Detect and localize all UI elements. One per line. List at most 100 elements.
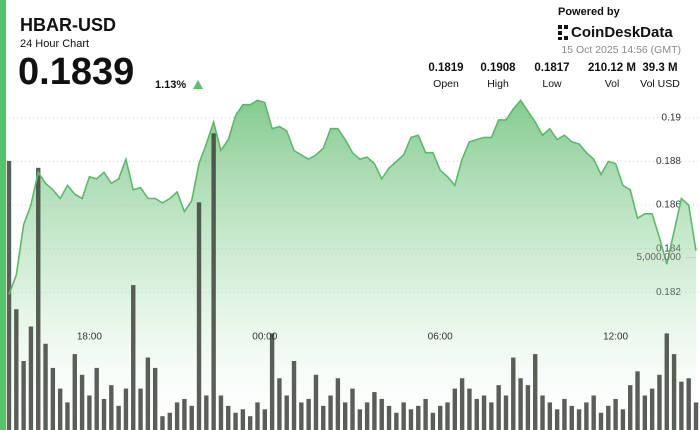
volume-bar: [628, 385, 633, 430]
volume-bar: [226, 405, 231, 430]
volume-bar: [576, 409, 582, 430]
volume-bar: [36, 167, 41, 430]
stat-value: 0.1819: [428, 62, 463, 74]
volume-bar: [445, 402, 450, 430]
volume-bar: [109, 385, 114, 430]
price: 0.1839: [18, 51, 134, 93]
volume-bar: [131, 285, 136, 430]
volume-bar: [152, 367, 158, 430]
volume-bar: [182, 398, 187, 430]
volume-bar: [525, 385, 531, 430]
volume-bar: [591, 395, 596, 430]
stat-value: 39.3 M: [642, 62, 677, 74]
volume-bar: [65, 402, 70, 430]
volume-bar: [269, 333, 275, 430]
volume-bar: [401, 402, 406, 430]
volume-bar: [21, 361, 26, 430]
volume-bar: [57, 388, 63, 430]
subtitle: 24 Hour Chart: [20, 38, 89, 50]
volume-bar: [277, 378, 282, 430]
volume-bar: [474, 398, 479, 430]
volume-bar: [481, 395, 487, 430]
stat-label: Open: [433, 78, 459, 90]
volume-bar: [671, 354, 677, 430]
volume-bar: [438, 405, 443, 430]
volume-bar: [430, 412, 436, 430]
volume-bar: [262, 409, 267, 430]
volume-bar: [145, 357, 151, 430]
volume-bar: [562, 398, 567, 430]
volume-bar: [679, 381, 684, 430]
x-tick-label: 00:00: [252, 332, 277, 343]
stat-value: 0.1817: [534, 62, 569, 74]
volume-bar: [657, 374, 662, 430]
volume-bar: [569, 405, 574, 430]
ticker-title: HBAR-USD: [20, 15, 116, 35]
volume-bar: [328, 395, 333, 430]
volume-bar: [613, 398, 618, 430]
stat-label: Vol USD: [640, 78, 680, 90]
volume-bar: [94, 367, 99, 430]
volume-bar: [489, 402, 494, 430]
volume-bar: [394, 412, 399, 430]
volume-bar: [14, 309, 19, 430]
volume-bar: [138, 388, 143, 430]
volume-bar: [686, 378, 691, 430]
volume-bar: [642, 395, 648, 430]
volume-bar: [87, 395, 92, 430]
volume-bar: [584, 402, 589, 430]
stat-value: 210.12 M: [588, 62, 636, 74]
volume-bar: [211, 133, 216, 430]
volume-bar: [664, 333, 669, 430]
volume-bar: [160, 416, 165, 430]
stat-label: Low: [542, 78, 562, 90]
volume-bar: [116, 405, 121, 430]
volume-bar: [218, 395, 224, 430]
volume-bar: [43, 343, 48, 430]
volume-bar: [364, 402, 370, 430]
volume-bar: [335, 378, 341, 430]
volume-bar: [533, 354, 538, 430]
volume-bar: [357, 409, 363, 430]
volume-bar: [547, 402, 553, 430]
volume-bar: [189, 405, 194, 430]
volume-bar: [511, 357, 516, 430]
volume-bar: [540, 395, 545, 430]
volume-bar: [503, 395, 509, 430]
volume-bar: [598, 412, 604, 430]
y-tick-label: 0.188: [656, 156, 681, 167]
volume-bar: [255, 402, 260, 430]
volume-bar: [350, 388, 355, 430]
volume-bar: [299, 402, 304, 430]
volume-bar: [467, 388, 472, 430]
volume-bar: [386, 405, 392, 430]
volume-bar: [620, 409, 626, 430]
volume-bar: [196, 202, 202, 430]
volume-bar: [123, 388, 129, 430]
volume-bar: [6, 160, 12, 430]
volume-bar: [291, 361, 297, 430]
volume-bar: [247, 416, 253, 430]
volume-bar: [321, 405, 326, 430]
price-line: [8, 98, 697, 295]
volume-bar: [496, 385, 501, 430]
x-tick-label: 18:00: [77, 332, 102, 343]
plot-area: 0.1820.1840.1860.1880.195,000,00018:0000…: [6, 98, 700, 430]
volume-bar: [606, 405, 611, 430]
volume-bar: [452, 388, 458, 430]
volume-bar: [693, 402, 699, 430]
volume-bar: [649, 388, 655, 430]
volume-bar: [204, 395, 209, 430]
volume-bar: [423, 398, 428, 430]
x-tick-label: 12:00: [603, 332, 628, 343]
x-tick-label: 06:00: [428, 332, 453, 343]
volume-bar: [28, 326, 34, 430]
volume-bar: [379, 398, 384, 430]
stat-label: High: [487, 78, 509, 90]
volume-bar: [50, 367, 56, 430]
volume-bar: [635, 371, 640, 430]
volume-bar: [167, 412, 172, 430]
volume-bar: [342, 402, 348, 430]
